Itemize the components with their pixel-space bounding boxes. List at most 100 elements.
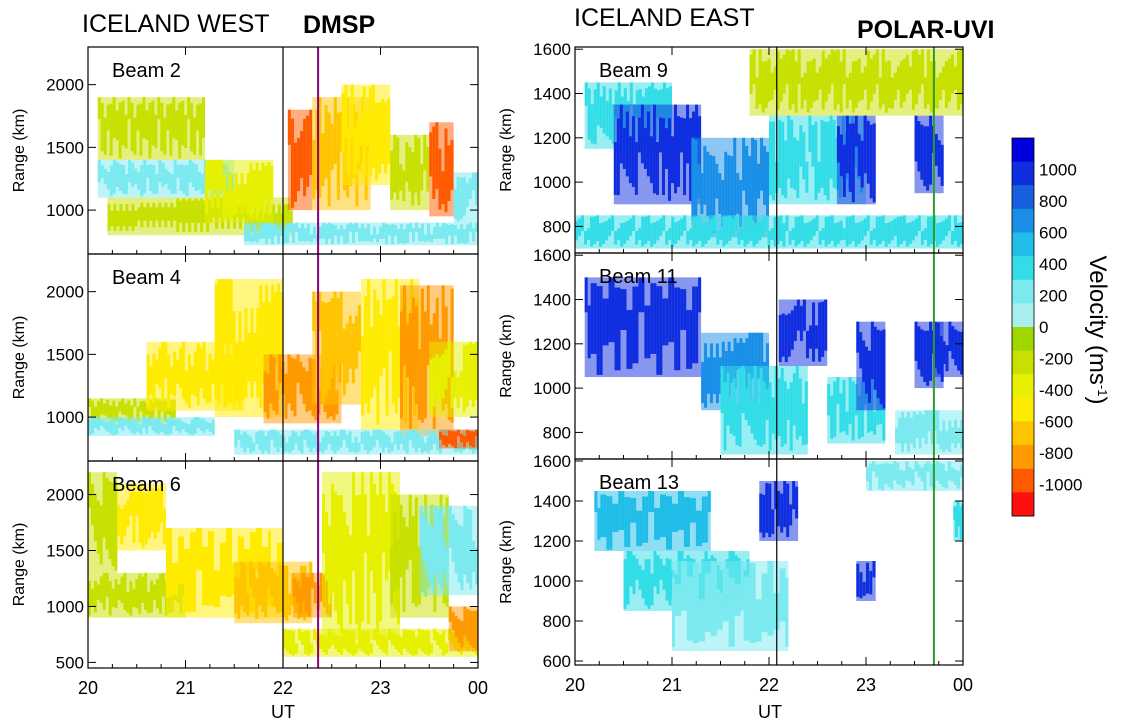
echo-patch: [856, 321, 886, 411]
echo-patch: [234, 429, 478, 455]
colorbar-swatch: [1012, 185, 1034, 210]
y-axis-label: Range (km): [498, 314, 515, 398]
colorbar-tick-label: -1000: [1039, 476, 1082, 495]
y-axis-label: Range (km): [11, 109, 28, 193]
echo-patch: [439, 429, 478, 449]
y-axis-label: Range (km): [498, 108, 515, 192]
panel-right-bottom: 20 21 22 23 00 600 800 1000 1200 1400 1600 Range (k…: [498, 452, 973, 695]
x-tick-label: 21: [175, 678, 195, 698]
y-tick-label: 1600: [533, 452, 571, 471]
y-tick-label: 2000: [46, 486, 84, 505]
echo-patch: [341, 84, 391, 185]
colorbar-tick-label: 600: [1039, 224, 1067, 243]
y-tick-label: 2000: [46, 76, 84, 95]
echo-patch: [429, 341, 478, 418]
echo-patch: [866, 461, 963, 491]
echo-patch: [287, 109, 313, 211]
y-axis-label: Range (km): [11, 316, 28, 400]
y-tick-label: 1400: [533, 85, 571, 104]
x-tick-label: 23: [370, 678, 390, 698]
colorbar-swatch: [1012, 208, 1034, 233]
y-tick-label: 1200: [533, 532, 571, 551]
echo-patch: [244, 222, 478, 246]
y-tick-label: 1000: [46, 201, 84, 220]
scatter-field: [575, 49, 963, 249]
y-tick-label: 600: [543, 652, 571, 671]
colorbar-swatch: [1012, 468, 1034, 493]
y-tick-label: 1200: [533, 129, 571, 148]
y-tick-label: 1600: [533, 40, 571, 59]
left-x-axis-label: UT: [271, 702, 295, 722]
echo-patch: [895, 410, 963, 455]
beam-label: Beam 9: [599, 60, 668, 82]
y-tick-label: 1000: [533, 379, 571, 398]
colorbar-tick-label: -800: [1039, 444, 1073, 463]
colorbar-swatch: [1012, 421, 1034, 446]
echo-patch: [613, 104, 702, 205]
y-axis-label: Range (km): [11, 523, 28, 607]
beam-label: Beam 13: [599, 472, 679, 494]
scatter-field: [88, 279, 478, 455]
right-subtitle: POLAR-UVI: [857, 16, 995, 44]
echo-patch: [205, 159, 274, 223]
y-tick-label: 800: [543, 423, 571, 442]
colorbar-swatch: [1012, 256, 1034, 281]
colorbar-tick-label: 800: [1039, 192, 1067, 211]
y-tick-label: 2000: [46, 283, 84, 302]
panel-left-bottom: 20 21 22 23 00 500 1000 1500 2000 Range (km) Beam …: [11, 460, 488, 698]
y-tick-label: 500: [56, 653, 84, 672]
colorbar-tick-label: -600: [1039, 413, 1073, 432]
colorbar-tick-label: 400: [1039, 255, 1067, 274]
colorbar-swatch: [1012, 232, 1034, 257]
x-tick-label: 00: [953, 675, 973, 695]
scatter-field: [97, 84, 478, 246]
x-tick-label: 22: [759, 675, 779, 695]
echo-patch: [914, 115, 944, 194]
colorbar-label: Velocity (ms-1): [1084, 256, 1111, 405]
echo-patch: [933, 321, 963, 378]
y-tick-label: 1000: [46, 597, 84, 616]
y-tick-label: 1600: [533, 246, 571, 265]
right-title: ICELAND EAST: [574, 4, 755, 32]
echo-patch: [322, 472, 400, 641]
echo-patch: [759, 481, 799, 541]
colorbar-swatch: [1012, 350, 1034, 375]
y-tick-label: 1200: [533, 335, 571, 354]
beam-label: Beam 11: [599, 266, 678, 288]
scatter-field: [594, 461, 963, 651]
echo-patch: [117, 483, 166, 551]
colorbar-tick-label: 1000: [1039, 161, 1077, 180]
echo-patch: [419, 505, 478, 596]
echo-patch: [88, 417, 215, 436]
colorbar-tick-label: -200: [1039, 350, 1073, 369]
y-tick-label: 1000: [533, 572, 571, 591]
panel-right-top: 800 1000 1200 1400 1600 Range (km) Beam 9: [498, 40, 964, 254]
x-tick-label: 22: [273, 678, 293, 698]
x-tick-label: 00: [468, 678, 488, 698]
echo-patch: [584, 277, 702, 378]
y-axis-label: Range (km): [498, 520, 515, 604]
colorbar-swatch: [1012, 492, 1034, 517]
right-x-axis-label: UT: [758, 702, 782, 722]
colorbar-swatch: [1012, 397, 1034, 422]
y-tick-label: 1500: [46, 345, 84, 364]
y-tick-label: 1500: [46, 138, 84, 157]
echo-patch: [390, 134, 430, 211]
x-tick-label: 23: [856, 675, 876, 695]
y-tick-label: 800: [543, 217, 571, 236]
y-tick-label: 800: [543, 612, 571, 631]
echo-patch: [453, 172, 478, 223]
colorbar-swatch: [1012, 279, 1034, 304]
colorbar-frame: [1011, 137, 1035, 517]
left-subtitle: DMSP: [303, 11, 375, 39]
echo-patch: [672, 561, 789, 651]
colorbar-swatch: [1012, 445, 1034, 470]
beam-label: Beam 2: [112, 60, 181, 82]
colorbar-swatch: [1012, 327, 1034, 352]
panels-group: 1000 1500 2000 Range (km) Beam 2 1000 1500 2000…: [11, 40, 973, 698]
beam-label: Beam 4: [112, 267, 181, 289]
colorbar-tick-label: -400: [1039, 381, 1073, 400]
y-tick-label: 1400: [533, 492, 571, 511]
colorbar-tick-label: 200: [1039, 287, 1067, 306]
